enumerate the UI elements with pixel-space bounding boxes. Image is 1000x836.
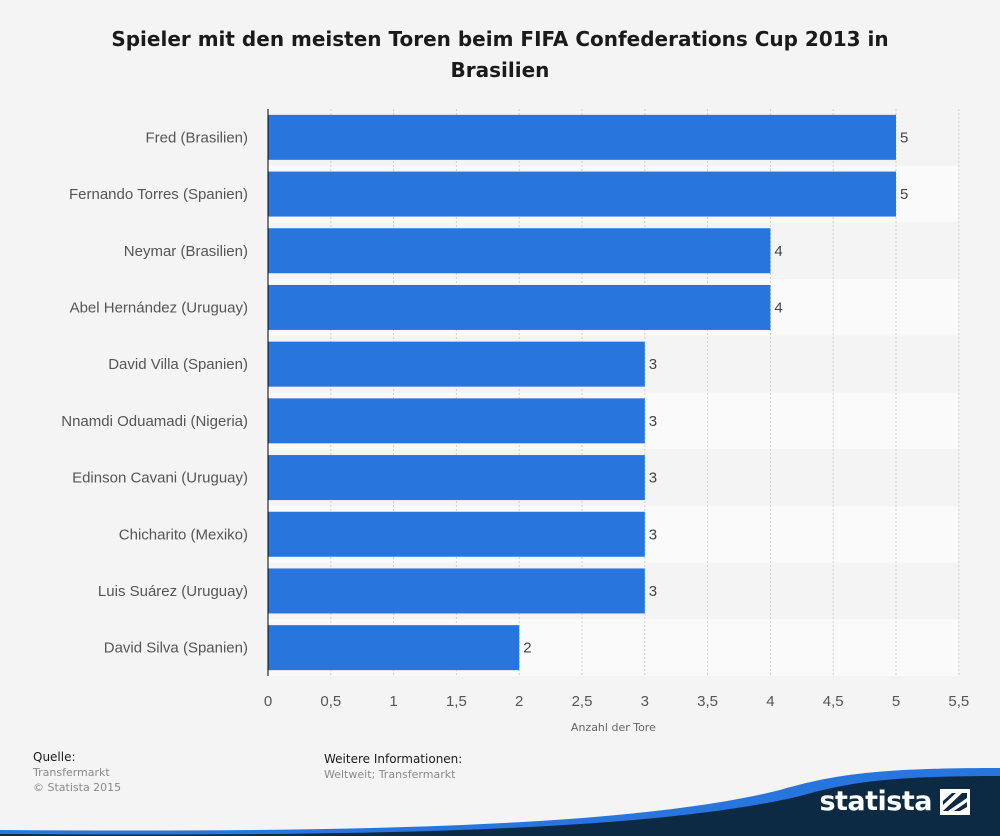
value-labels: 5 5 4 4 3 3 3 3 3 2: [523, 129, 908, 656]
bar: [268, 568, 645, 614]
category-label: David Silva (Spanien): [104, 640, 248, 657]
value-label: 5: [900, 129, 908, 146]
brand-band-dark: [0, 776, 1000, 836]
value-label: 2: [523, 640, 531, 657]
category-label: Luis Suárez (Uruguay): [98, 583, 248, 600]
bar: [268, 625, 520, 671]
x-tick-label: 1: [389, 693, 397, 710]
category-label: Nnamdi Oduamadi (Nigeria): [61, 413, 248, 430]
category-label: Fred (Brasilien): [145, 129, 248, 146]
bar-chart: Fred (Brasilien) Fernando Torres (Spanien…: [61, 109, 969, 734]
value-label: 3: [649, 526, 657, 543]
bars: [268, 114, 896, 671]
category-label: Neymar (Brasilien): [124, 243, 248, 260]
bar: [268, 228, 771, 274]
value-label: 3: [649, 470, 657, 487]
x-tick-label: 2: [515, 693, 523, 710]
category-label: David Villa (Spanien): [108, 356, 248, 373]
bar: [268, 341, 645, 387]
statista-wordmark: statista: [819, 786, 932, 817]
info-block: Weitere Informationen: Weltweit; Transfe…: [324, 751, 462, 782]
x-tick-label: 4: [766, 693, 774, 710]
x-tick-label: 5: [892, 693, 900, 710]
bar: [268, 171, 896, 217]
value-label: 3: [649, 413, 657, 430]
category-labels: Fred (Brasilien) Fernando Torres (Spanien…: [61, 129, 248, 656]
source-heading: Quelle:: [33, 750, 76, 764]
x-tick-label: 3: [641, 693, 649, 710]
x-axis-title: Anzahl der Tore: [571, 721, 656, 734]
value-label: 5: [900, 186, 908, 203]
bar: [268, 114, 896, 160]
x-tick-label: 5,5: [948, 693, 969, 710]
statista-logo-icon: [940, 788, 970, 815]
bar: [268, 284, 771, 330]
chart-title: Spieler mit den meisten Toren beim FIFA …: [111, 27, 889, 82]
x-tick-label: 0,5: [320, 693, 341, 710]
category-label: Abel Hernández (Uruguay): [70, 299, 248, 316]
info-line-1: Weltweit; Transfermarkt: [324, 768, 456, 781]
brand-band: [0, 768, 1000, 836]
x-tick-label: 2,5: [572, 693, 593, 710]
source-line-1: Transfermarkt: [33, 766, 110, 779]
bar: [268, 511, 645, 557]
bar: [268, 398, 645, 444]
source-line-2: © Statista 2015: [33, 781, 122, 794]
category-label: Chicharito (Mexiko): [119, 526, 248, 543]
bar: [268, 455, 645, 501]
value-label: 3: [649, 356, 657, 373]
value-label: 4: [774, 299, 782, 316]
source-block: Quelle: Transfermarkt © Statista 2015: [33, 749, 121, 795]
category-label: Fernando Torres (Spanien): [69, 186, 248, 203]
category-label: Edinson Cavani (Uruguay): [72, 470, 248, 487]
tick-labels: 0 0,5 1 1,5 2 2,5 3 3,5 4 4,5 5 5,5: [264, 693, 969, 710]
value-label: 4: [774, 243, 782, 260]
statista-brand[interactable]: statista: [819, 786, 970, 817]
x-tick-label: 4,5: [823, 693, 844, 710]
x-tick-label: 1,5: [446, 693, 467, 710]
info-heading: Weitere Informationen:: [324, 752, 463, 766]
x-tick-label: 0: [264, 693, 272, 710]
x-tick-label: 3,5: [697, 693, 718, 710]
value-label: 3: [649, 583, 657, 600]
